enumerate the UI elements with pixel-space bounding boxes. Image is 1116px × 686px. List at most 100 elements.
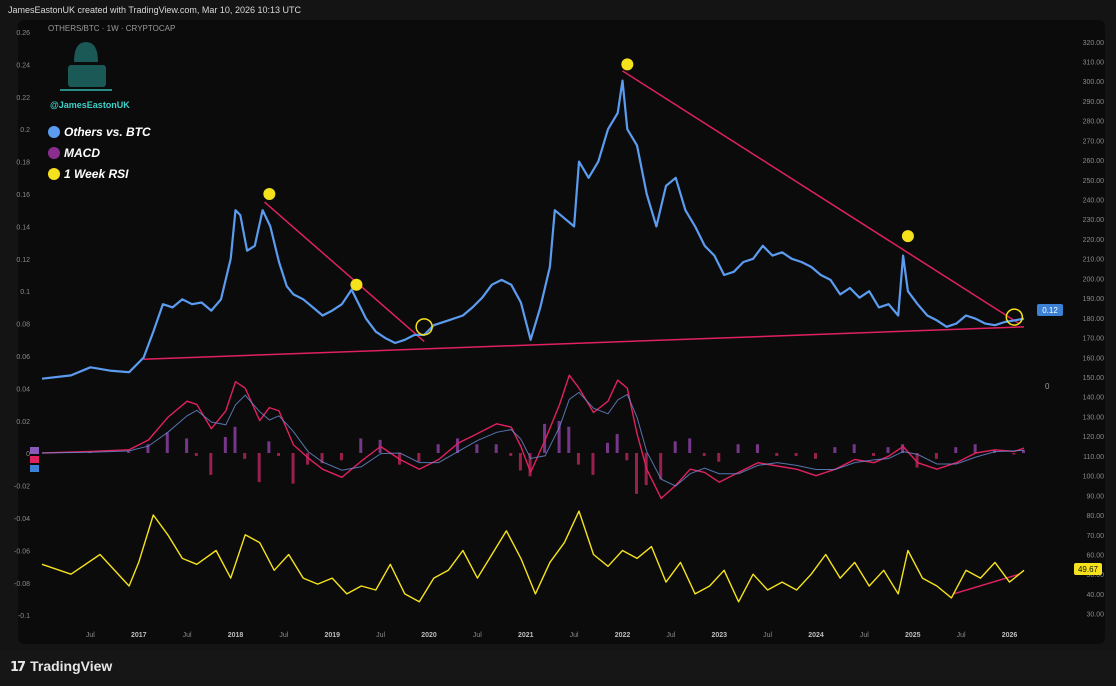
histogram-bar	[557, 420, 561, 453]
histogram-bar	[209, 453, 213, 475]
left-tick-label: 0.16	[16, 192, 30, 199]
histogram-bar	[1012, 453, 1016, 455]
right-tick-label: 80.00	[1086, 513, 1104, 520]
header-bar: JamesEastonUK created with TradingView.c…	[0, 0, 1116, 22]
histogram-bar	[509, 453, 513, 456]
resistance-trendline-2018	[264, 201, 425, 342]
rsi-peak-marker	[621, 58, 634, 71]
histogram-bar	[1022, 450, 1025, 453]
histogram-bar	[954, 447, 958, 453]
histogram-bar	[813, 453, 817, 459]
histogram-bar	[494, 444, 498, 453]
histogram-bar	[359, 438, 363, 453]
right-tick-label: 200.00	[1083, 276, 1105, 283]
x-tick-label: 2019	[324, 632, 340, 639]
x-tick-label: 2020	[421, 632, 437, 639]
histogram-bar	[852, 444, 856, 453]
right-tick-label: 170.00	[1083, 336, 1105, 343]
histogram-bar	[165, 432, 169, 453]
right-tick-label: 30.00	[1086, 612, 1104, 619]
histogram-bar	[257, 453, 261, 483]
left-tick-label: 0.12	[16, 257, 30, 264]
x-tick-label: Jul	[763, 632, 772, 639]
legend-label: 1 Week RSI	[64, 167, 129, 181]
rsi-label: 49.67	[1078, 565, 1099, 574]
histogram-bar	[591, 453, 595, 475]
rsi-trendline	[953, 573, 1020, 595]
header-credit: JamesEastonUK created with TradingView.c…	[8, 5, 301, 15]
histogram-bar	[702, 453, 706, 456]
right-tick-label: 270.00	[1083, 138, 1105, 145]
histogram-bar	[223, 436, 227, 453]
legend-marker	[48, 126, 60, 138]
watermark-text: @JamesEastonUK	[50, 100, 130, 110]
histogram-bar	[291, 453, 295, 484]
x-tick-label: 2017	[131, 632, 147, 639]
histogram-bar	[543, 423, 547, 453]
symbol-label: OTHERS/BTC · 1W · CRYPTOCAP	[48, 24, 175, 33]
breakout-circle	[415, 318, 433, 336]
histogram-bar	[194, 453, 198, 456]
left-tick-label: -0.08	[14, 581, 30, 588]
left-tick-label: 0.1	[20, 289, 30, 296]
histogram-bar	[436, 444, 440, 453]
left-tick-label: 0.14	[16, 224, 30, 231]
histogram-bar	[518, 453, 522, 471]
histogram-bar	[615, 434, 619, 453]
laptop-icon	[68, 65, 106, 87]
right-tick-label: 40.00	[1086, 592, 1104, 599]
histogram-bar	[833, 447, 837, 453]
x-tick-label: 2024	[808, 632, 824, 639]
trendlines-layer	[143, 70, 1025, 595]
right-tick-label: 250.00	[1083, 178, 1105, 185]
left-tick-label: 0.24	[16, 62, 30, 69]
right-tick-label: 120.00	[1083, 434, 1105, 441]
histogram-bar	[973, 444, 977, 453]
histogram-bar	[146, 444, 150, 453]
left-tick-label: -0.06	[14, 548, 30, 555]
right-tick-label: 60.00	[1086, 552, 1104, 559]
rsi-line	[41, 510, 1025, 603]
right-tick-label: 70.00	[1086, 533, 1104, 540]
left-tick-label: 0.04	[16, 386, 30, 393]
histogram-bar	[688, 438, 692, 453]
watermark-logo	[60, 42, 112, 91]
resistance-trendline-2022	[622, 70, 1020, 325]
histogram-bar	[233, 426, 237, 453]
left-tick-label: 0.06	[16, 354, 30, 361]
legend-label: MACD	[64, 146, 100, 160]
left-tick-label: 0.26	[16, 30, 30, 37]
rsi-peak-marker	[350, 278, 363, 291]
histogram-bar	[417, 453, 421, 462]
histogram-bar	[625, 453, 629, 461]
rsi-peak-marker	[263, 188, 276, 200]
histogram-bar	[673, 441, 677, 453]
x-tick-label: Jul	[279, 632, 288, 639]
tradingview-logo[interactable]: 17 TradingView	[10, 658, 112, 675]
histogram-bar	[567, 426, 571, 453]
chart-panel	[18, 20, 1105, 644]
series-lines	[41, 79, 1025, 603]
right-tick-label: 100.00	[1083, 474, 1105, 481]
right-tick-label: 310.00	[1083, 59, 1105, 66]
right-tick-label: 110.00	[1083, 454, 1104, 461]
histogram-bar	[475, 444, 479, 453]
histogram-bar	[872, 453, 876, 456]
histogram-bar	[915, 453, 919, 468]
histogram-bar	[576, 453, 580, 465]
x-tick-label: 2022	[615, 632, 631, 639]
macd-signal-line	[41, 391, 1025, 487]
right-tick-label: 290.00	[1083, 99, 1105, 106]
support-trendline	[143, 326, 1025, 360]
pane-controls[interactable]	[30, 447, 39, 472]
histogram-bar	[243, 453, 247, 459]
right-tick-label: 150.00	[1083, 375, 1105, 382]
right-tick-label: 130.00	[1083, 414, 1105, 421]
histogram-bar	[306, 453, 310, 465]
x-tick-label: Jul	[570, 632, 579, 639]
right-tick-label: 90.00	[1086, 493, 1104, 500]
x-tick-label: 2023	[711, 632, 727, 639]
right-tick-label: 230.00	[1083, 217, 1105, 224]
histogram-bar	[277, 453, 281, 456]
